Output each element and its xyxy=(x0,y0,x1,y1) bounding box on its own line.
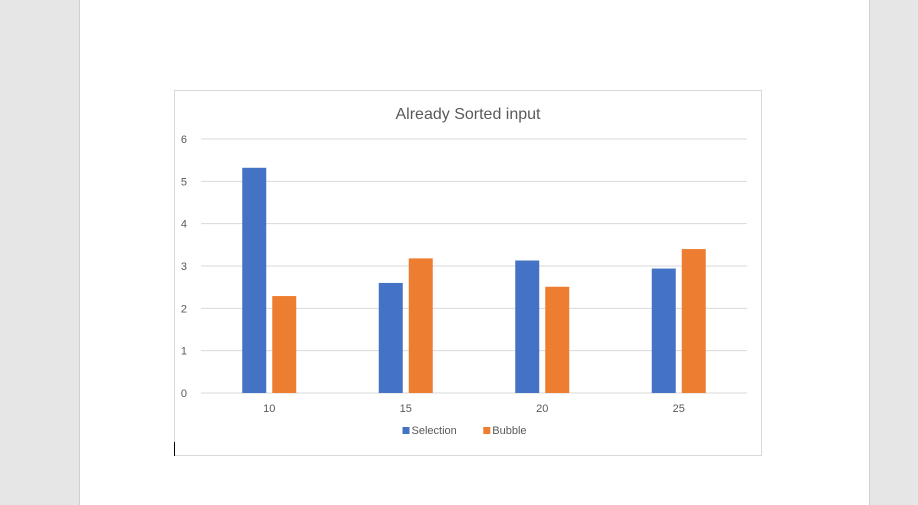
text-cursor xyxy=(174,442,175,456)
bar-bubble-20[interactable] xyxy=(545,286,570,393)
bar-chart: Already Sorted input 0 1 2 3 4 5 6 10 15 20 25 Se… xyxy=(181,106,747,437)
legend-label-bubble: Bubble xyxy=(492,425,526,437)
bar-selection-25[interactable] xyxy=(651,268,676,393)
y-tick-label: 2 xyxy=(181,303,187,315)
y-tick-label: 5 xyxy=(181,176,187,188)
bar-bubble-10[interactable] xyxy=(272,296,297,393)
y-tick-label: 6 xyxy=(181,134,187,146)
legend-swatch-bubble xyxy=(483,427,491,434)
x-axis-ticks: 10 15 20 25 xyxy=(263,403,685,415)
y-tick-label: 0 xyxy=(181,388,187,400)
legend-swatch-selection xyxy=(402,427,410,434)
bars xyxy=(242,167,706,393)
bar-selection-20[interactable] xyxy=(515,260,540,393)
legend: Selection Bubble xyxy=(402,425,527,437)
chart-area[interactable]: Already Sorted input 0 1 2 3 4 5 6 10 15 20 25 Se… xyxy=(174,90,762,456)
bar-selection-10[interactable] xyxy=(242,167,267,393)
legend-label-selection: Selection xyxy=(412,425,457,437)
y-tick-label: 1 xyxy=(181,346,187,358)
bar-selection-15[interactable] xyxy=(378,282,403,393)
bar-bubble-25[interactable] xyxy=(681,249,706,393)
y-tick-label: 3 xyxy=(181,261,187,273)
chart-title: Already Sorted input xyxy=(396,106,542,123)
y-tick-label: 4 xyxy=(181,219,187,231)
bar-bubble-15[interactable] xyxy=(408,258,433,393)
x-tick-label: 20 xyxy=(536,403,548,415)
x-tick-label: 25 xyxy=(673,403,685,415)
x-tick-label: 10 xyxy=(263,403,275,415)
x-tick-label: 15 xyxy=(400,403,412,415)
y-axis-ticks: 0 1 2 3 4 5 6 xyxy=(181,134,187,400)
